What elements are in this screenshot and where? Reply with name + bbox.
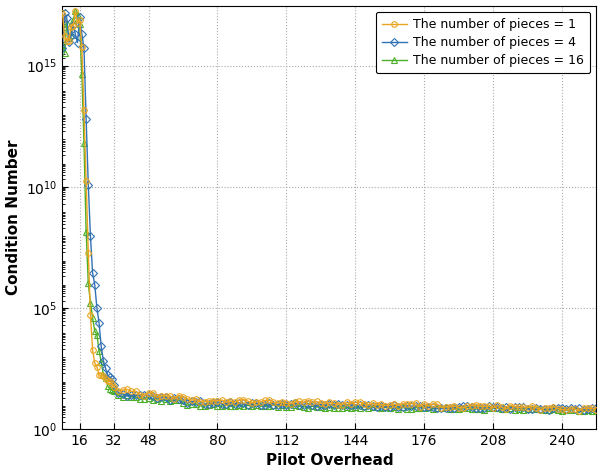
Y-axis label: Condition Number: Condition Number <box>5 139 20 295</box>
The number of pieces = 1 <box>593 407 600 412</box>
The number of pieces = 16 <box>593 408 600 413</box>
Line: The number of pieces = 4: The number of pieces = 4 <box>60 10 599 413</box>
The number of pieces = 1 <box>576 408 583 413</box>
The number of pieces = 1 <box>72 9 79 14</box>
The number of pieces = 16 <box>580 409 587 414</box>
The number of pieces = 1 <box>464 403 471 409</box>
The number of pieces = 16 <box>72 9 79 14</box>
The number of pieces = 16 <box>102 375 109 381</box>
The number of pieces = 4 <box>593 406 600 411</box>
The number of pieces = 16 <box>373 404 380 410</box>
Line: The number of pieces = 16: The number of pieces = 16 <box>60 9 599 414</box>
X-axis label: Pilot Overhead: Pilot Overhead <box>265 454 393 468</box>
The number of pieces = 4 <box>214 399 221 404</box>
The number of pieces = 4 <box>227 400 234 405</box>
The number of pieces = 16 <box>214 403 221 409</box>
The number of pieces = 16 <box>464 405 471 410</box>
The number of pieces = 4 <box>59 45 66 51</box>
The number of pieces = 4 <box>61 10 68 16</box>
The number of pieces = 4 <box>102 365 109 371</box>
The number of pieces = 16 <box>227 403 234 409</box>
The number of pieces = 1 <box>270 400 277 405</box>
The number of pieces = 4 <box>373 404 380 410</box>
Legend: The number of pieces = 1, The number of pieces = 4, The number of pieces = 16: The number of pieces = 1, The number of … <box>376 12 590 73</box>
The number of pieces = 4 <box>464 403 471 409</box>
The number of pieces = 1 <box>214 398 221 404</box>
Line: The number of pieces = 1: The number of pieces = 1 <box>60 9 599 413</box>
The number of pieces = 16 <box>59 42 66 48</box>
The number of pieces = 1 <box>102 376 109 382</box>
The number of pieces = 1 <box>59 10 66 16</box>
The number of pieces = 16 <box>270 402 277 408</box>
The number of pieces = 4 <box>580 407 587 413</box>
The number of pieces = 4 <box>270 402 277 408</box>
The number of pieces = 1 <box>373 402 380 408</box>
The number of pieces = 1 <box>227 398 234 404</box>
